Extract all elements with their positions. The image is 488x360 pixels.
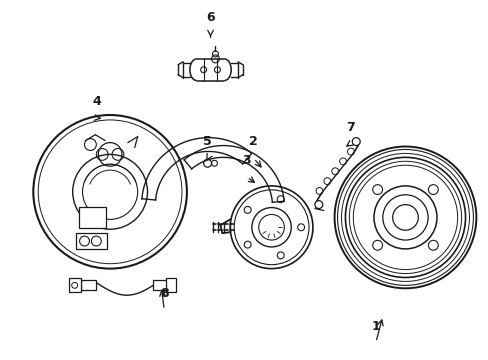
Bar [76, 233, 107, 249]
Text: 4: 4 [93, 95, 102, 108]
Text: 3: 3 [242, 154, 251, 167]
Text: 1: 1 [371, 320, 380, 333]
Bar [69, 278, 81, 292]
Bar [79, 207, 106, 228]
Text: 5: 5 [203, 135, 211, 148]
Bar [81, 280, 96, 290]
Text: 7: 7 [345, 121, 354, 134]
Text: 2: 2 [249, 135, 258, 148]
Text: 8: 8 [160, 287, 168, 300]
Bar [166, 278, 176, 292]
Text: 6: 6 [206, 12, 214, 24]
Bar [153, 280, 167, 290]
